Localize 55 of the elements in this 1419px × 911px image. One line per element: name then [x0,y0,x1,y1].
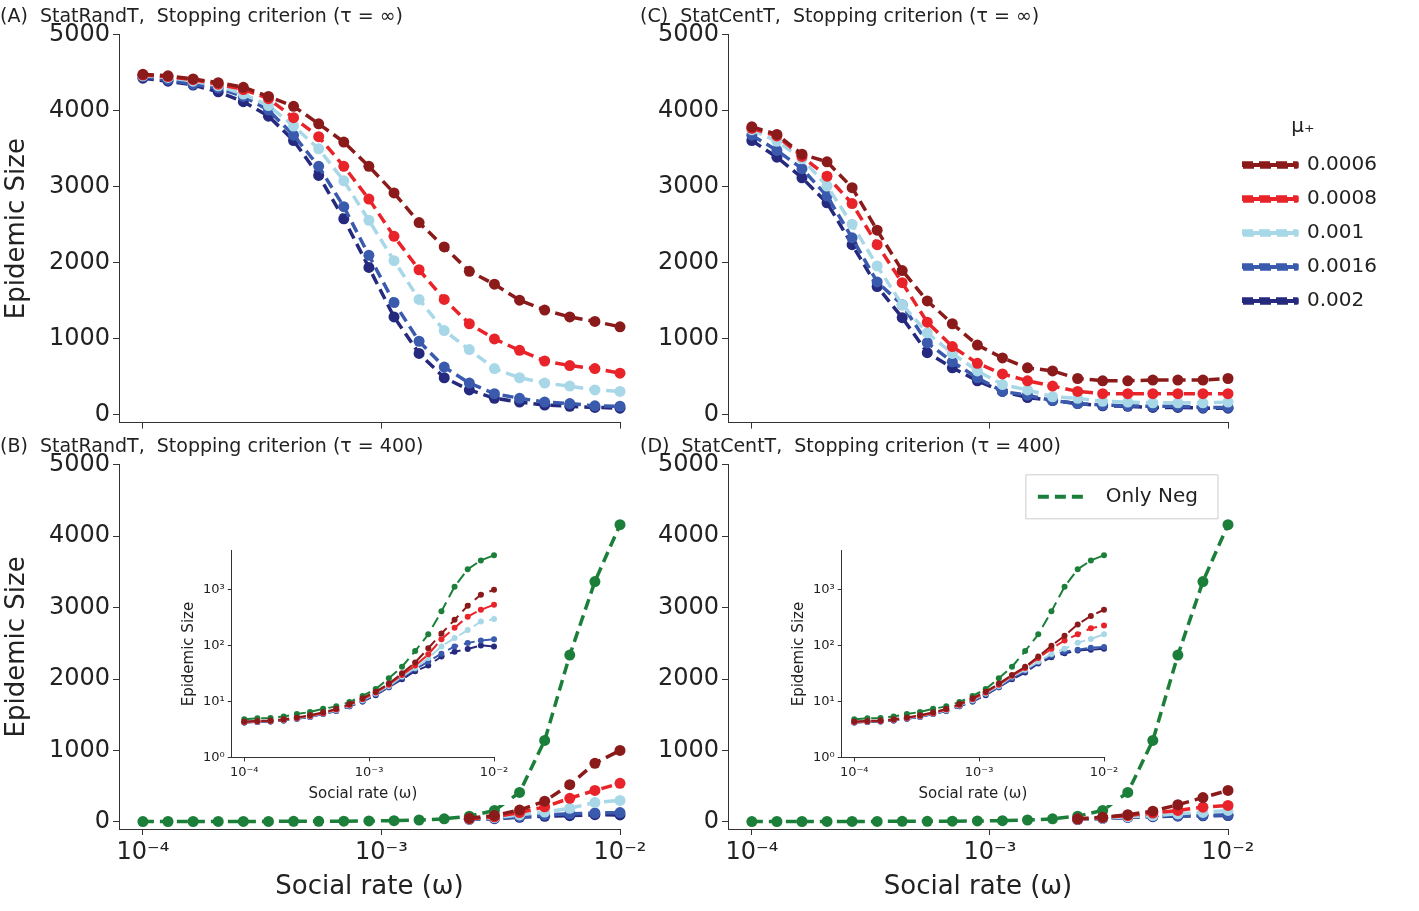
x-tick-label: 10⁻³ [963,836,1017,865]
legend-label: 0.0016 [1307,253,1377,278]
x-tick-label: 10⁻⁴ [725,836,779,865]
x-tick-label: 10⁻³ [355,836,408,865]
y-tick-label: 4000 [48,520,110,549]
x-tick-label: 10⁻³ [964,763,994,779]
y-tick-label: 10³ [812,581,835,597]
y-axis-title: Epidemic Size [788,601,807,707]
y-tick-label: 3000 [48,591,110,620]
y-tick-label: 2000 [48,663,110,692]
y-tick-label: 4000 [657,95,719,124]
x-tick-label: 10⁻² [1201,836,1255,865]
x-tick-label: 10⁻⁴ [839,763,869,779]
y-tick-label: 4000 [48,95,110,124]
y-tick-label: 2000 [657,247,719,276]
y-axis-title: Epidemic Size [178,601,197,707]
y-tick-label: 3000 [48,171,110,200]
legend-label: 0.002 [1307,287,1365,312]
x-axis-title: Social rate (ω) [918,783,1028,802]
y-axis-title: Epidemic Size [0,556,31,738]
y-tick-label: 10⁰ [812,748,835,764]
legend-label: Only Neg [1105,483,1199,507]
x-tick-label: 10⁻² [593,836,647,865]
y-tick-label: 1000 [657,323,719,352]
y-tick-label: 0 [94,806,110,835]
y-tick-label: 1000 [48,734,110,763]
x-axis-title: Social rate (ω) [275,870,464,901]
y-axis-title: Epidemic Size [0,138,31,320]
y-tick-label: 0 [94,399,110,428]
y-tick-label: 10¹ [812,692,835,708]
y-tick-label: 4000 [657,520,719,549]
x-tick-label: 10⁻⁴ [229,763,259,779]
y-tick-label: 2000 [657,663,719,692]
y-tick-label: 2000 [48,247,110,276]
y-tick-label: 10¹ [202,692,225,708]
y-tick-label: 1000 [657,734,719,763]
x-tick-label: 10⁻² [1089,763,1119,779]
x-tick-label: 10⁻³ [354,763,384,779]
y-tick-label: 3000 [657,171,719,200]
y-tick-label: 3000 [657,591,719,620]
y-tick-label: 10³ [202,581,225,597]
legend-label: 0.001 [1307,219,1365,244]
y-tick-label: 10⁰ [202,748,225,764]
x-tick-label: 10⁻⁴ [116,836,170,865]
y-tick-label: 1000 [48,323,110,352]
y-tick-label: 0 [703,399,719,428]
x-tick-label: 10⁻² [479,763,509,779]
y-tick-label: 0 [703,806,719,835]
x-axis-title: Social rate (ω) [883,870,1073,901]
legend-title: μ₊ [1291,113,1315,138]
legend-label: 0.0006 [1307,151,1377,176]
y-tick-label: 10² [202,637,225,653]
legend-label: 0.0008 [1307,185,1377,210]
y-tick-label: 10² [812,637,835,653]
x-axis-title: Social rate (ω) [308,783,418,802]
